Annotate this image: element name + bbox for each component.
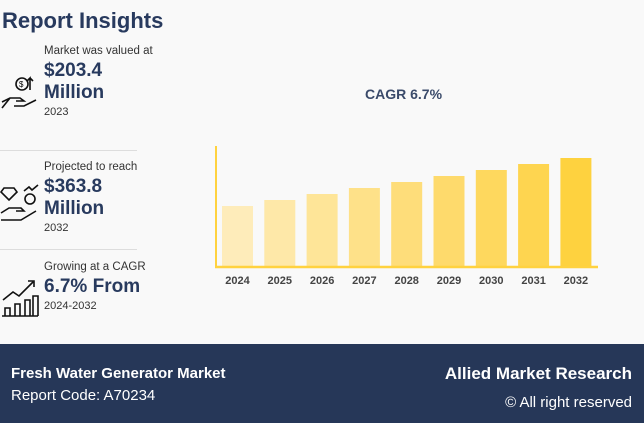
bar-chart: 2024 2025 2026 2027 2028 2029 2030 2031 2032 (215, 146, 598, 287)
x-tick-label: 2027 (352, 275, 376, 287)
chart-title: CAGR 6.7% (365, 86, 443, 102)
footer: Fresh Water Generator Market Report Code… (0, 344, 644, 423)
bar-2030 (475, 170, 507, 266)
bar-2026 (306, 194, 338, 266)
x-tick-label: 2028 (394, 275, 418, 287)
x-tick-label: 2029 (437, 275, 461, 287)
x-tick-label: 2032 (564, 275, 588, 287)
market-name: Fresh Water Generator Market (11, 365, 226, 382)
bar-2029 (433, 176, 465, 266)
brand-name: Allied Market Research (444, 364, 632, 383)
diamond-hand-icon (0, 184, 39, 221)
x-tick-label: 2026 (310, 275, 334, 287)
divider (0, 150, 137, 151)
x-tick-label: 2030 (479, 275, 503, 287)
x-tick-label: 2024 (225, 275, 250, 287)
page-title: Report Insights (2, 8, 164, 33)
money-hand-icon: $ (1, 76, 37, 109)
x-tick-label: 2025 (268, 275, 292, 287)
bar-2028 (391, 182, 423, 266)
growth-chart-icon (2, 280, 39, 317)
bar-2024 (222, 206, 253, 266)
bar-2027 (348, 188, 380, 266)
report-code: Report Code: A70234 (11, 387, 156, 404)
svg-text:$: $ (19, 80, 24, 89)
copyright: © All right reserved (505, 394, 632, 411)
bar-2025 (264, 200, 296, 266)
bar-2032 (560, 158, 592, 266)
x-tick-label: 2031 (521, 275, 545, 287)
bar-2031 (518, 164, 550, 266)
divider (0, 249, 137, 250)
